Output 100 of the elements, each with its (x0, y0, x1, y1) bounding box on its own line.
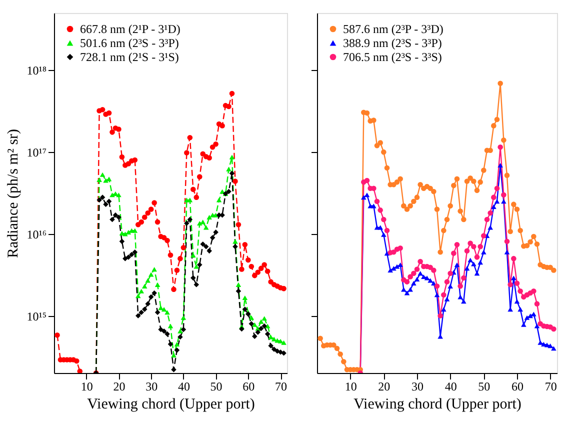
point (116, 214, 122, 220)
point (187, 198, 193, 202)
point (434, 284, 440, 289)
point (451, 250, 456, 256)
x-tick-label: 10 (80, 380, 93, 394)
point (154, 282, 160, 287)
point (484, 216, 490, 222)
point (408, 274, 413, 280)
point (501, 192, 506, 198)
point (474, 254, 480, 260)
point (148, 272, 154, 277)
point (501, 199, 506, 204)
point (281, 350, 286, 356)
point (203, 225, 209, 230)
point (418, 258, 423, 264)
point (514, 280, 520, 286)
point (252, 334, 258, 340)
point (524, 315, 530, 320)
point (206, 248, 212, 254)
x-tick-label: 60 (242, 380, 255, 394)
point (138, 310, 144, 316)
point (441, 292, 446, 298)
point (414, 276, 420, 282)
x-tick-label: 10 (344, 380, 357, 394)
point (206, 214, 212, 220)
point (180, 326, 186, 332)
point (411, 270, 416, 276)
point (534, 301, 540, 306)
point (551, 346, 556, 351)
point (404, 279, 410, 284)
x-tick-label: 40 (444, 380, 457, 394)
point (232, 244, 238, 250)
point (508, 282, 513, 288)
point (548, 343, 553, 348)
point (262, 323, 267, 329)
point (401, 287, 406, 292)
x-tick-label: 20 (113, 380, 126, 394)
legend-label: 501.6 nm (2³S - 3³P) (80, 36, 179, 50)
legend-label: 728.1 nm (2¹S - 3¹S) (80, 50, 179, 64)
point (518, 288, 523, 294)
point (434, 292, 440, 298)
point (158, 306, 164, 310)
point (187, 216, 193, 222)
point (538, 340, 543, 345)
point (381, 232, 386, 237)
x-axis-title: Viewing chord (Upper port) (354, 396, 522, 412)
x-tick-label: 20 (378, 380, 390, 394)
point (498, 162, 503, 168)
point (378, 225, 383, 230)
point (268, 334, 274, 340)
y-tick-label: 10¹⁸ (26, 64, 46, 78)
point (268, 343, 274, 348)
point (471, 244, 476, 250)
point (551, 326, 556, 332)
point (514, 299, 520, 304)
point (494, 186, 500, 192)
point (232, 239, 238, 244)
point (236, 288, 242, 294)
point (481, 250, 486, 254)
point (164, 310, 170, 315)
point (508, 307, 513, 312)
point (142, 306, 148, 312)
point (210, 235, 216, 240)
x-tick-label: 50 (210, 380, 222, 394)
point (414, 266, 420, 272)
point (252, 322, 258, 327)
point (145, 278, 150, 283)
point (494, 199, 500, 204)
legend-label: 667.8 nm (2¹P - 3¹D) (80, 22, 180, 36)
point (491, 194, 496, 200)
point (461, 299, 466, 304)
point (135, 313, 141, 318)
point (398, 246, 403, 251)
point (488, 210, 493, 216)
point (374, 198, 380, 204)
point (444, 279, 450, 284)
x-tick-label: 60 (512, 380, 524, 394)
point (371, 186, 376, 192)
y-tick-label: 10¹⁵ (26, 309, 46, 324)
point (148, 294, 154, 300)
point (388, 268, 393, 273)
point (138, 288, 144, 294)
point (236, 282, 242, 287)
point (264, 331, 270, 337)
point (361, 195, 366, 200)
point (448, 270, 453, 276)
point (203, 244, 209, 250)
point (381, 216, 386, 222)
point (194, 282, 200, 288)
point (454, 242, 460, 248)
x-tick-label: 50 (478, 380, 490, 394)
point (255, 330, 261, 335)
point (464, 248, 470, 254)
point (135, 294, 141, 298)
point (100, 172, 106, 177)
point (264, 324, 270, 328)
point (391, 266, 396, 271)
legend-label: 706.5 nm (2³S - 3³S) (343, 50, 442, 64)
point (468, 240, 473, 246)
point (504, 238, 510, 244)
